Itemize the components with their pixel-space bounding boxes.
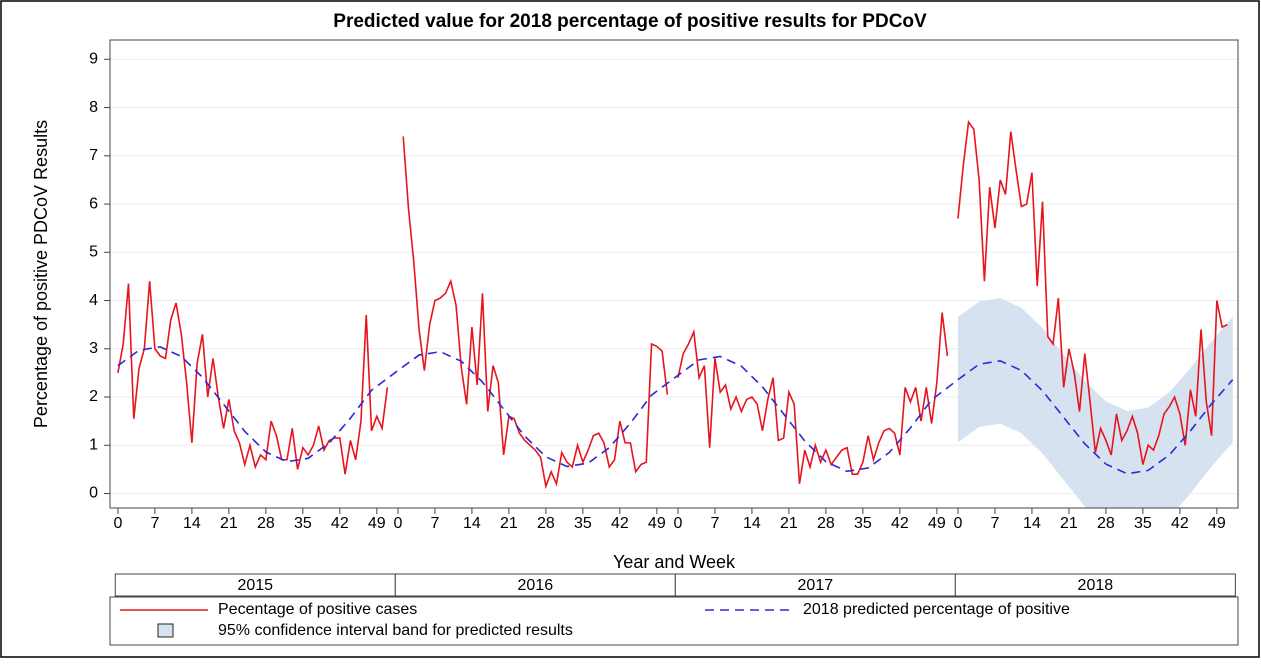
x-tick-label: 21 [220, 515, 238, 532]
x-tick-label: 0 [113, 515, 122, 532]
x-tick-label: 21 [500, 515, 518, 532]
x-tick-label: 42 [1171, 515, 1189, 532]
y-tick-label: 6 [89, 195, 98, 212]
x-tick-label: 35 [1134, 515, 1152, 532]
y-tick-label: 8 [89, 99, 98, 116]
x-tick-label: 28 [817, 515, 835, 532]
y-tick-label: 9 [89, 51, 98, 68]
axes: 0 1 2 3 4 5 6 7 8 9 0 7 14 21 28 35 42 49 0 7 14 21 28 35 42 49 0 7… [89, 51, 1226, 533]
chart-title: Predicted value for 2018 percentage of p… [333, 11, 927, 32]
confidence-band [957, 298, 1233, 508]
x-axis-label: Year and Week [613, 552, 736, 572]
x-tick-label: 35 [574, 515, 592, 532]
x-tick-label: 21 [780, 515, 798, 532]
y-tick-label: 3 [89, 340, 98, 357]
year-box [954, 573, 1236, 597]
x-tick-label: 7 [991, 515, 1000, 532]
x-tick-label: 0 [954, 515, 963, 532]
x-tick-label: 14 [183, 515, 201, 532]
y-tick-label: 1 [89, 436, 98, 453]
year-label: 2016 [518, 577, 554, 594]
y-tick-label: 2 [89, 388, 98, 405]
x-tick-label: 28 [1097, 515, 1115, 532]
x-tick-label: 7 [430, 515, 439, 532]
x-tick-label: 42 [891, 515, 909, 532]
plot-frame [109, 39, 1239, 509]
y-tick-label: 5 [89, 244, 98, 261]
series-line [117, 346, 1234, 475]
legend-box [109, 596, 1239, 646]
legend-swatch [157, 623, 174, 638]
x-tick-label: 28 [257, 515, 275, 532]
legend-label: 2018 predicted percentage of positive [803, 601, 1070, 618]
year-label: 2017 [798, 577, 834, 594]
x-tick-label: 7 [710, 515, 719, 532]
x-tick-label: 0 [393, 515, 402, 532]
x-tick-label: 42 [331, 515, 349, 532]
x-tick-label: 49 [928, 515, 946, 532]
x-tick-label: 0 [674, 515, 683, 532]
x-tick-label: 49 [648, 515, 666, 532]
series-line [117, 119, 1228, 490]
x-tick-label: 35 [294, 515, 312, 532]
y-tick-label: 4 [89, 292, 98, 309]
y-tick-label: 7 [89, 147, 98, 164]
x-tick-label: 49 [1208, 515, 1226, 532]
legend-label: Pecentage of positive cases [218, 601, 417, 618]
x-tick-label: 35 [854, 515, 872, 532]
y-tick-label: 0 [89, 485, 98, 502]
x-tick-label: 14 [743, 515, 761, 532]
x-tick-label: 28 [537, 515, 555, 532]
year-label: 2018 [1078, 577, 1114, 594]
year-label: 2015 [237, 577, 273, 594]
legend-label: 95% confidence interval band for predict… [218, 622, 573, 639]
x-tick-label: 49 [368, 515, 386, 532]
x-tick-label: 7 [150, 515, 159, 532]
plot-area [117, 119, 1234, 508]
x-tick-label: 42 [611, 515, 629, 532]
x-tick-label: 14 [463, 515, 481, 532]
y-axis-label: Percentage of positive PDCoV Results [31, 120, 51, 428]
grid [110, 58, 1238, 495]
x-tick-label: 21 [1060, 515, 1078, 532]
x-tick-label: 14 [1023, 515, 1041, 532]
